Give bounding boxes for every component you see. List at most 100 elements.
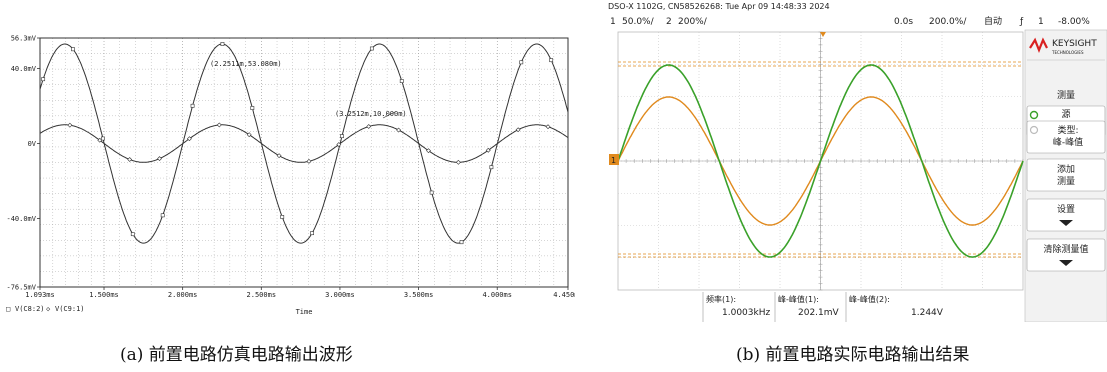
readout-value-freq: 1.0003kHz [722,308,770,318]
simulation-chart: 56.3mV 40.0mV 0V -40.0mV -76.5mV 1.093ms 1.50… [6,35,583,317]
ch1-scale: 50.0%/ [622,17,655,27]
data-point-vc8 [41,77,46,82]
ch2-scale: 200%/ [678,17,708,27]
series-line-vc9 [39,124,569,163]
add-measurement-softkey[interactable] [1026,158,1106,192]
rotate-knob-icon-disabled [1029,125,1039,135]
y-tick-label: 56.3mV [11,35,37,43]
type-label: 类型: [1057,124,1078,136]
data-point-vc9 [455,159,461,165]
data-point-vc9 [276,153,282,159]
data-point-vc9 [545,124,551,130]
x-tick-label: 3.000ms [325,291,355,299]
sim-x-ticks: 1.093ms 1.500ms 2.000ms 2.500ms 3.000ms 3.500… [25,287,583,299]
data-point-vc9 [336,142,342,147]
y-tick-label: -40.0mV [6,215,36,223]
data-point-vc8 [399,79,404,83]
data-point-vc8 [549,58,554,63]
data-point-vc8 [220,42,225,46]
data-point-vc9 [216,122,222,128]
x-tick-label: 2.000ms [168,291,198,299]
data-point-vc9 [306,158,312,164]
sim-markers [41,42,554,245]
data-point-vc9 [186,136,192,142]
data-point-vc9 [396,127,402,133]
chevron-down-icon [1059,220,1073,226]
legend-marker-1: □ [6,305,10,313]
type-value: 峰-峰值 [1053,136,1083,148]
data-point-vc8 [101,136,105,141]
ch1-label: 1 [610,17,616,27]
readout-value-vpp2: 1.244V [911,308,944,318]
sim-plot-frame [39,37,569,288]
data-point-vc8 [369,46,374,51]
x-tick-label: 2.500ms [247,291,277,299]
brand-subtitle: TECHNOLOGIES [1051,50,1084,55]
ch1-ground-marker [609,154,619,165]
oscilloscope-panel: DSO-X 1102G, CN58526268: Tue Apr 09 14:4… [606,0,1107,323]
menu-title: 测量 [1057,90,1075,101]
trigger-position-marker [820,32,826,37]
trigger-level: -8.00% [1058,17,1090,27]
data-point-vc9 [246,132,252,138]
y-tick-label: -76.5mV [6,284,36,292]
data-point-vc8 [280,215,285,219]
add-label: 添加 [1057,164,1075,175]
data-point-vc9 [515,127,521,133]
time-scale: 200.0%/ [929,17,967,27]
caption-a: (a) 前置电路仿真电路输出波形 [120,345,353,365]
type-softkey[interactable] [1026,120,1106,154]
acquisition-mode: 自动 [984,15,1002,27]
data-point-vc9 [366,124,372,129]
trigger-channel: 1 [1038,17,1044,27]
data-point-vc8 [71,47,75,52]
clear-label: 清除测量值 [1043,243,1088,255]
sim-annotation-1: (2.2511m,53.080m) [210,60,282,68]
data-point-vc9 [157,156,162,162]
ch2-waveform [617,64,1024,258]
x-tick-label: 1.093ms [25,291,55,299]
data-point-vc8 [160,213,165,218]
caption-b: (b) 前置电路实际电路输出结果 [736,345,970,365]
series-line-vc8 [39,43,569,244]
data-point-vc8 [340,134,344,139]
keysight-logo-icon [1029,37,1048,53]
time-offset: 0.0s [894,17,913,27]
settings-softkey[interactable] [1026,198,1106,232]
data-point-vc8 [190,103,195,108]
ch2-label: 2 [666,17,672,27]
y-tick-label: 40.0mV [11,65,37,73]
chevron-down-icon [1059,260,1073,266]
clear-measurements-softkey[interactable] [1026,238,1106,272]
y-tick-label: 0V [28,140,37,148]
x-tick-label: 3.500ms [404,291,434,299]
data-point-vc8 [459,240,464,245]
legend-label-vc9: V(C9:1) [55,305,85,313]
data-point-vc8 [519,60,524,65]
readout-label-freq: 频率(1): [706,294,736,304]
x-axis-title: Time [296,308,313,316]
source-label: 源 [1061,109,1070,120]
ch1-ground-label: 1 [611,156,616,165]
data-point-vc9 [97,137,103,143]
readout-label-vpp2: 峰-峰值(2): [849,294,890,304]
data-point-vc9 [485,147,491,153]
x-tick-label: 4.000ms [482,291,512,299]
data-point-vc9 [67,122,73,128]
add-label-2: 测量 [1057,176,1075,187]
oscilloscope-screen: DSO-X 1102G, CN58526268: Tue Apr 09 14:4… [608,2,1107,323]
readout-label-vpp1: 峰-峰值(1): [778,294,819,304]
data-point-vc8 [310,231,315,236]
legend-label-vc8: V(C8:2) [15,305,45,313]
data-point-vc9 [426,148,431,154]
readout-value-vpp1: 202.1mV [798,308,840,318]
x-tick-label: 4.450ms [553,291,575,299]
data-point-vc8 [489,165,494,170]
sim-annotation-2: (3.2512m,10.000m) [335,110,407,118]
data-point-vc8 [429,190,434,195]
data-point-vc8 [250,106,255,110]
data-point-vc8 [130,232,135,237]
legend-marker-2: ◇ [46,305,51,313]
scope-header: DSO-X 1102G, CN58526268: Tue Apr 09 14:4… [608,2,830,11]
simulation-panel: 56.3mV 40.0mV 0V -40.0mV -76.5mV 1.093ms 1.50… [0,28,583,328]
